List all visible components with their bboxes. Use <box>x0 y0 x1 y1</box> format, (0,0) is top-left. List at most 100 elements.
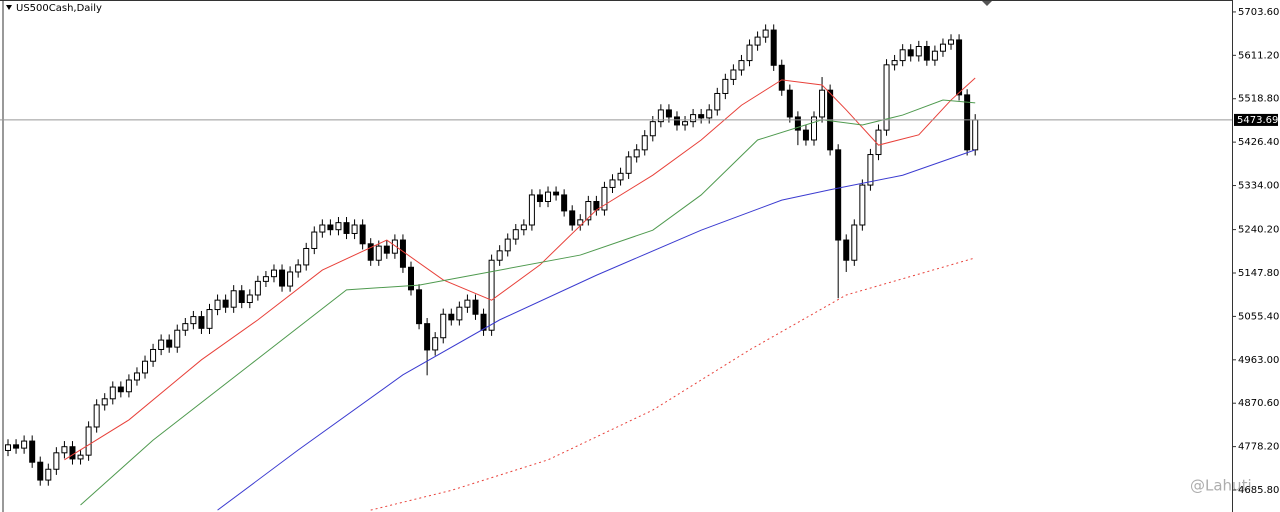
candle-body <box>553 191 560 196</box>
menu-arrow <box>6 5 12 10</box>
candle-body <box>625 156 632 174</box>
candle-body <box>754 36 761 46</box>
candle-body <box>424 323 431 351</box>
y-tick-label: 5611.20 <box>1238 50 1279 61</box>
candle-body <box>416 289 423 325</box>
y-tick-label: 5334.00 <box>1238 181 1279 192</box>
candle-body <box>657 109 664 123</box>
candle-body <box>859 184 866 226</box>
candle-body <box>561 194 568 212</box>
candle-body <box>746 44 753 62</box>
candle-body <box>29 440 36 463</box>
candle-body <box>802 129 809 141</box>
candle-body <box>480 313 487 331</box>
candle-body <box>512 229 519 240</box>
candle-body <box>109 386 116 400</box>
candle-body <box>706 109 713 119</box>
candle-body <box>972 119 979 151</box>
candle-body <box>230 290 237 308</box>
candle-body <box>899 49 906 62</box>
y-tick-label: 4685.80 <box>1238 485 1279 496</box>
y-tick-label: 5147.80 <box>1238 268 1279 279</box>
current-price-label: 5473.69 <box>1237 115 1278 126</box>
candle-body <box>867 154 874 186</box>
candle-body <box>730 69 737 80</box>
candle-body <box>5 444 11 451</box>
candle-body <box>45 468 52 481</box>
candle-body <box>819 89 826 118</box>
candle-body <box>504 238 511 252</box>
candle-body <box>690 114 697 123</box>
y-tick-label: 5055.40 <box>1238 311 1279 322</box>
candle-body <box>722 78 729 94</box>
candle-body <box>351 224 358 234</box>
candle-body <box>133 372 140 381</box>
candle-body <box>432 337 439 351</box>
candle-body <box>383 245 390 254</box>
candle-body <box>536 194 543 203</box>
candle-body <box>303 247 310 266</box>
candle-body <box>206 309 213 329</box>
candle-body <box>174 329 181 348</box>
candle-body <box>69 446 76 460</box>
moving-average <box>370 257 976 511</box>
candle-body <box>254 280 261 296</box>
candle-body <box>964 94 971 151</box>
candle-body <box>85 426 92 456</box>
candle-body <box>367 243 374 261</box>
candle-body <box>778 64 785 91</box>
candle-body <box>101 398 108 406</box>
candle-body <box>585 201 592 221</box>
candle-body <box>939 43 946 52</box>
candle-body <box>222 299 229 308</box>
candle-body <box>633 149 640 158</box>
candle-body <box>279 269 286 287</box>
candle-body <box>851 224 858 261</box>
candle-body <box>682 121 689 126</box>
candle-body <box>77 454 84 460</box>
candle-body <box>875 129 882 156</box>
candle-body <box>375 245 382 261</box>
candle-body <box>37 461 44 481</box>
candle-body <box>408 266 414 291</box>
candle-body <box>673 116 680 126</box>
candle-body <box>609 179 616 188</box>
candle-body <box>198 316 205 329</box>
candle-body <box>835 149 842 241</box>
candle-body <box>915 46 922 57</box>
candle-body <box>794 116 801 131</box>
candle-body <box>931 50 938 61</box>
candle-body <box>601 186 608 211</box>
candle-body <box>528 194 535 226</box>
candle-body <box>843 239 850 261</box>
moving-average <box>80 99 976 506</box>
candle-body <box>214 299 221 311</box>
candle-body <box>883 64 890 131</box>
candle-body <box>440 313 447 339</box>
y-tick-label: 4963.00 <box>1238 355 1279 366</box>
candle-body <box>21 440 28 449</box>
candle-body <box>948 39 955 45</box>
candle-body <box>190 316 197 325</box>
candle-body <box>117 386 124 393</box>
candle-body <box>770 29 777 66</box>
y-tick-label: 5518.80 <box>1238 94 1279 105</box>
candle-body <box>238 290 245 304</box>
candle-body <box>319 224 326 233</box>
moving-average <box>64 77 976 461</box>
candle-body <box>13 444 20 449</box>
candle-body <box>472 299 479 315</box>
candle-body <box>158 339 165 350</box>
candle-body <box>496 250 503 261</box>
candle-body <box>665 109 672 118</box>
candle-body <box>53 452 60 470</box>
candle-body <box>956 39 963 96</box>
candle-body <box>335 222 342 231</box>
y-tick-label: 5426.40 <box>1238 137 1279 148</box>
candle-body <box>569 210 576 226</box>
candle-body <box>907 49 914 57</box>
candle-body <box>698 114 705 119</box>
candle-body <box>786 89 793 118</box>
candle-body <box>246 294 253 304</box>
